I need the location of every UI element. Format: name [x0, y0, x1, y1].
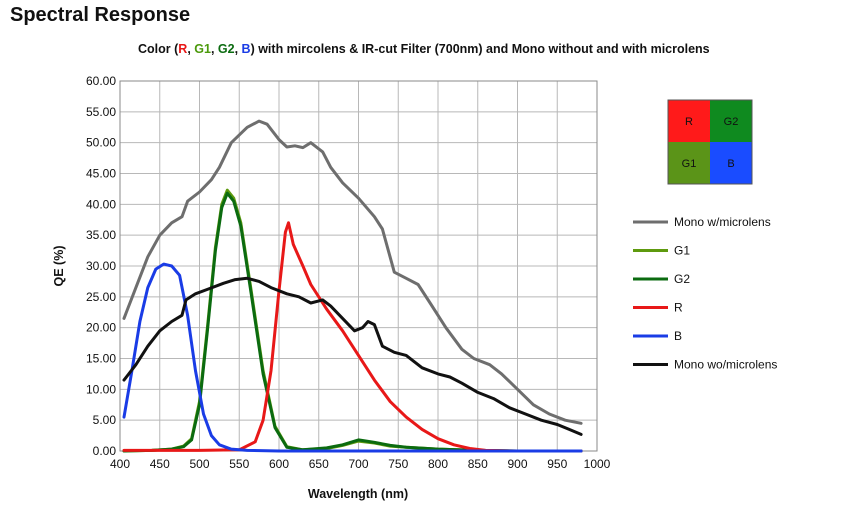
y-tick-label: 45.00 — [86, 167, 116, 181]
mosaic-cell — [710, 100, 752, 142]
series-line-mono-wo-microlens — [122, 276, 583, 436]
legend-label: R — [674, 301, 683, 315]
mosaic-cell — [710, 142, 752, 184]
subtitle-part: G2 — [217, 42, 235, 56]
x-tick-label: 550 — [229, 457, 249, 471]
mosaic-cell-label: G1 — [682, 158, 697, 170]
series-line-g1 — [122, 188, 583, 453]
x-tick-label: 950 — [547, 457, 567, 471]
y-tick-label: 20.00 — [86, 321, 116, 335]
grid-layer — [119, 80, 598, 452]
series-line-g2 — [122, 191, 583, 453]
legend-label: Mono w/microlens — [674, 215, 771, 229]
subtitle-part: ) with mircolens & IR-cut Filter (700nm)… — [250, 42, 710, 56]
x-tick-label: 800 — [428, 457, 448, 471]
y-tick-label: 10.00 — [86, 382, 116, 396]
series-line-b — [122, 262, 583, 453]
subtitle-part: G1 — [194, 42, 211, 56]
chart-subtitle: Color (R, G1, G2, B) with mircolens & IR… — [138, 42, 710, 56]
page-title: Spectral Response — [10, 4, 191, 26]
legend: Mono w/microlens G1 G2 RB Mono wo/microlens — [633, 215, 777, 372]
x-tick-label: 750 — [388, 457, 408, 471]
series-line-r — [122, 221, 583, 453]
y-tick-label: 30.00 — [86, 259, 116, 273]
y-tick-label: 0.00 — [93, 444, 117, 458]
x-tick-label: 600 — [269, 457, 289, 471]
y-tick-label: 35.00 — [86, 228, 116, 242]
mosaic-cell-label: B — [727, 158, 734, 170]
y-tick-label: 5.00 — [93, 413, 117, 427]
subtitle-part: R — [178, 42, 188, 56]
x-axis-title: Wavelength (nm) — [308, 487, 408, 501]
legend-label: G1 — [674, 244, 690, 258]
series-line-mono-w-microlens — [122, 119, 583, 425]
y-tick-label: 40.00 — [86, 197, 116, 211]
subtitle-part: , — [234, 42, 242, 56]
x-tick-label: 500 — [189, 457, 209, 471]
legend-label: B — [674, 329, 682, 343]
mosaic-cell-label: G2 — [724, 116, 739, 128]
bayer-mosaic: R G2 G1 B — [667, 99, 753, 185]
x-tick-label: 700 — [348, 457, 368, 471]
y-tick-label: 60.00 — [86, 74, 116, 88]
legend-label: G2 — [674, 272, 690, 286]
x-tick-label: 900 — [507, 457, 527, 471]
subtitle-part: , — [210, 42, 218, 56]
x-tick-label: 400 — [110, 457, 130, 471]
y-tick-label: 25.00 — [86, 290, 116, 304]
x-tick-label: 650 — [309, 457, 329, 471]
mosaic-cell-label: R — [685, 116, 693, 128]
y-axis-title: QE (%) — [52, 246, 66, 287]
mosaic-border — [667, 99, 753, 185]
x-tick-label: 450 — [150, 457, 170, 471]
x-tick-label: 850 — [468, 457, 488, 471]
mosaic-cell — [668, 142, 710, 184]
mosaic-cell — [668, 100, 710, 142]
y-tick-label: 55.00 — [86, 105, 116, 119]
x-tick-label: 1000 — [584, 457, 611, 471]
subtitle-part: , — [187, 42, 195, 56]
y-tick-labels: 0.00 5.00 10.00 15.00 20.00 25.00 30.00 35.00 40… — [86, 74, 116, 458]
legend-label: Mono wo/microlens — [674, 358, 777, 372]
y-tick-label: 15.00 — [86, 352, 116, 366]
y-tick-label: 50.00 — [86, 136, 116, 150]
subtitle-part: Color ( — [138, 42, 179, 56]
series-layer — [122, 119, 583, 453]
subtitle-part: B — [241, 42, 251, 56]
x-tick-labels: 400 450 500 550 600 650 700 750 800 850 900 950 1000 — [110, 457, 611, 471]
